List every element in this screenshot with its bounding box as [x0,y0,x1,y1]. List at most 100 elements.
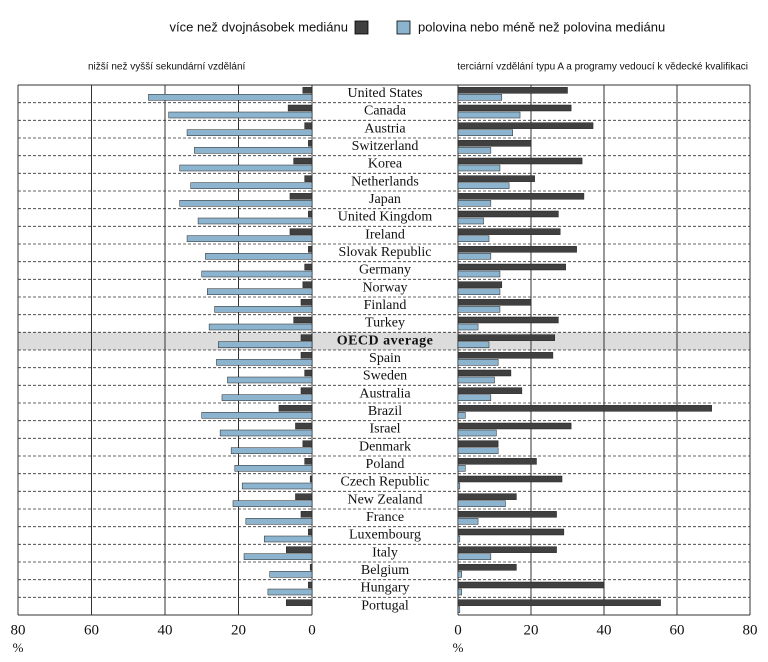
bar [205,253,313,260]
x-tick-label: 60 [84,622,99,638]
category-label: New Zealand [347,492,422,507]
bar [186,129,313,136]
bar [457,306,501,313]
bar [300,299,313,306]
bar [457,140,532,147]
x-tick-label: 20 [231,622,246,638]
bar [300,511,313,518]
category-label: Japan [369,192,401,207]
bar [457,210,559,218]
bar [457,465,466,472]
category-label: Austria [364,121,406,136]
legend-swatch [396,20,411,35]
category-label: Hungary [361,581,410,596]
bar [457,429,497,437]
bar [179,164,313,172]
bar [309,475,313,483]
bar [457,482,461,490]
category-label: Brazil [368,404,402,419]
bar [308,528,313,536]
bar [457,511,557,518]
legend-label: více než dvojnásobek mediánu [169,19,348,34]
bar [263,535,313,543]
bar [304,458,313,465]
bar [457,447,499,454]
bar [286,546,313,553]
bar [457,228,561,235]
bar [197,217,313,225]
bar [457,535,461,543]
bar [179,200,313,207]
bar [269,571,313,578]
x-tick-label: 40 [158,622,173,638]
bar [241,482,313,490]
bar [232,500,313,507]
bar [300,334,313,341]
bar [218,341,313,348]
bar [168,111,313,119]
bar [457,553,492,560]
bar [457,193,585,200]
bar [194,147,313,154]
bar [216,359,313,366]
bar [457,316,559,324]
bar [289,228,313,235]
bar [300,352,313,359]
bar [457,352,554,359]
bar [457,440,499,447]
bar [457,493,517,500]
bar [267,588,313,596]
bar [457,122,594,129]
bar [457,129,513,136]
bar [309,564,313,571]
bar [457,87,568,94]
bar [308,246,313,253]
category-label: Italy [372,545,398,560]
bar [230,447,313,454]
category-label: Canada [364,104,407,119]
category-label: Belgium [361,563,409,578]
category-label: Slovak Republic [339,245,432,260]
x-tick-label: 60 [670,622,685,638]
x-tick-label: 0 [454,622,462,638]
bar [457,111,521,119]
category-label: Korea [368,157,403,172]
x-tick-label: 80 [743,622,758,638]
bar [457,341,490,348]
x-tick-label: 40 [597,622,612,638]
x-axis-label: % [13,640,24,655]
legend-swatch [354,20,369,35]
category-label: OECD average [337,333,434,348]
bar [207,288,313,295]
bar [457,588,462,596]
bar [304,263,313,271]
bar [457,164,501,172]
bar [457,571,462,578]
bar [457,147,492,154]
bar [293,316,313,324]
bar [457,475,563,483]
bar [190,182,313,189]
bar [457,253,492,260]
bar [304,122,313,129]
bar [300,387,313,394]
bar [457,263,566,271]
bar [457,546,557,553]
x-tick-label: 80 [11,622,26,638]
bar [457,299,532,306]
bar [457,323,479,331]
bar [243,553,313,560]
category-label: United Kingdom [338,210,433,225]
bar [457,458,537,465]
category-label: Spain [369,351,401,366]
bar [201,412,313,419]
category-label: Poland [366,457,405,472]
category-label: Turkey [365,316,405,331]
bar [457,94,503,101]
category-label: France [366,510,404,525]
bar [457,412,466,419]
bar [457,334,555,341]
bar [308,210,313,218]
category-label: Sweden [363,369,407,384]
bar [457,518,479,525]
